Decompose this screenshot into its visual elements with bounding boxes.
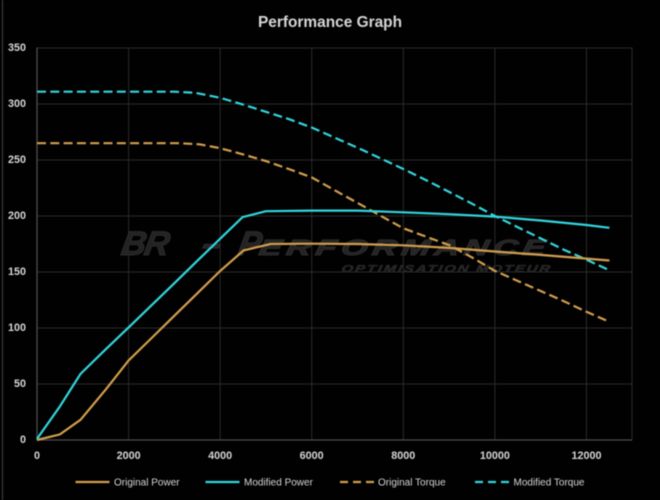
svg-text:350: 350 <box>8 42 26 54</box>
svg-text:8000: 8000 <box>391 450 415 462</box>
svg-text:Modified Torque: Modified Torque <box>514 478 585 489</box>
svg-text:150: 150 <box>8 266 26 278</box>
svg-text:10000: 10000 <box>480 450 510 462</box>
svg-text:300: 300 <box>8 98 26 110</box>
svg-text:Original Torque: Original Torque <box>378 478 446 489</box>
svg-text:250: 250 <box>8 154 26 166</box>
svg-text:Modified Power: Modified Power <box>244 478 314 489</box>
svg-text:4000: 4000 <box>208 450 232 462</box>
svg-text:6000: 6000 <box>300 450 324 462</box>
svg-text:Original Power: Original Power <box>114 478 180 489</box>
svg-text:200: 200 <box>8 210 26 222</box>
svg-text:Performance Graph: Performance Graph <box>258 14 402 31</box>
svg-text:100: 100 <box>8 322 26 334</box>
svg-text:0: 0 <box>34 450 40 462</box>
svg-text:0: 0 <box>20 434 26 446</box>
svg-text:2000: 2000 <box>117 450 141 462</box>
svg-text:50: 50 <box>14 378 26 390</box>
svg-text:12000: 12000 <box>571 450 601 462</box>
svg-text:OPTIMISATION MOTEUR: OPTIMISATION MOTEUR <box>341 263 553 275</box>
svg-text:ERFORMANCE: ERFORMANCE <box>257 236 552 260</box>
